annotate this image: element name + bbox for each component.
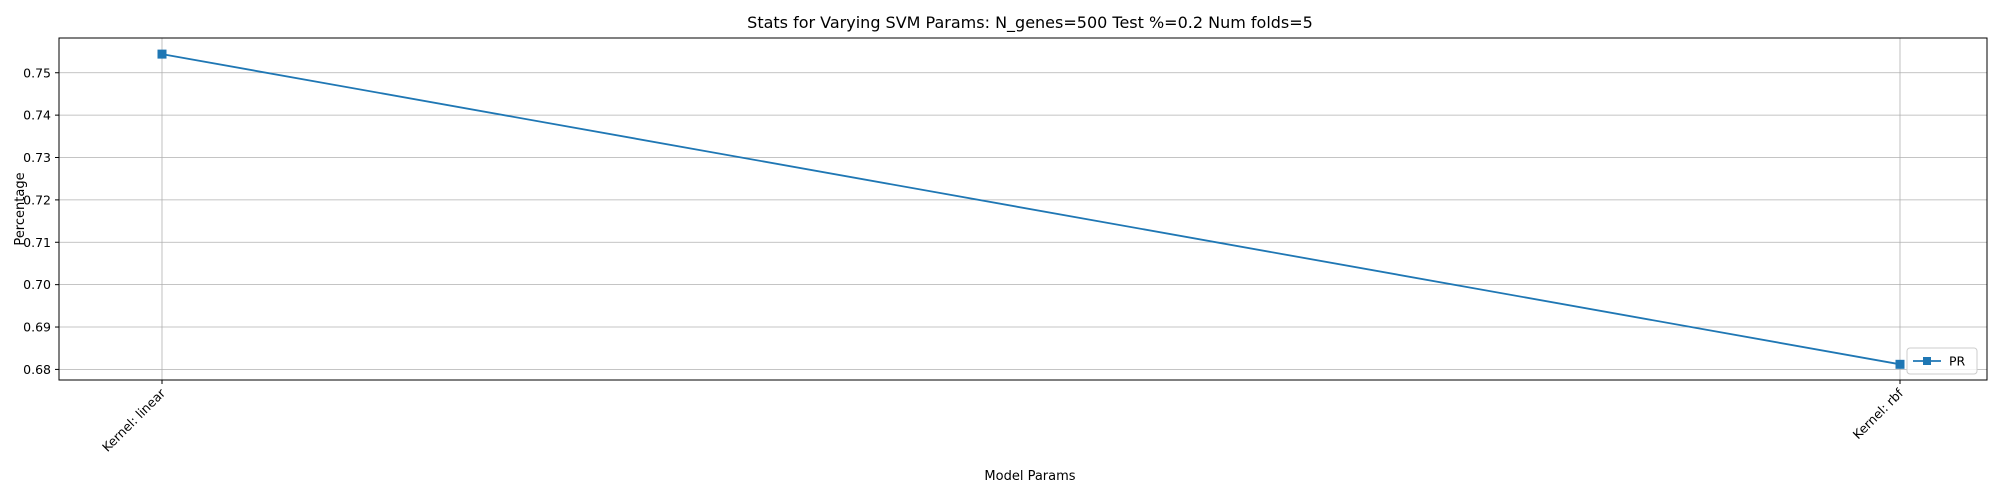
legend-label: PR (1949, 354, 1966, 369)
data-point-marker (157, 49, 167, 59)
chart-title: Stats for Varying SVM Params: N_genes=50… (747, 13, 1313, 33)
y-axis-label: Percentage (13, 172, 28, 245)
y-tick-label: 0.68 (23, 362, 51, 377)
y-tick-label: 0.70 (23, 277, 51, 292)
legend-box (1906, 347, 1978, 375)
y-tick-label: 0.73 (23, 150, 51, 165)
y-tick-label: 0.69 (23, 320, 51, 335)
y-tick-label: 0.75 (23, 65, 51, 80)
series-layer (157, 49, 1905, 369)
plot-border (58, 37, 1988, 381)
legend: PR (1906, 347, 1978, 375)
y-tick-label: 0.72 (23, 192, 51, 207)
y-tick-label: 0.71 (23, 235, 51, 250)
data-point-marker (1895, 359, 1905, 369)
x-axis-label: Model Params (984, 469, 1075, 484)
y-tick-label: 0.74 (23, 108, 51, 123)
series-line (161, 53, 1901, 366)
legend-square-marker (1923, 357, 1931, 365)
grid-lines (59, 38, 1987, 380)
